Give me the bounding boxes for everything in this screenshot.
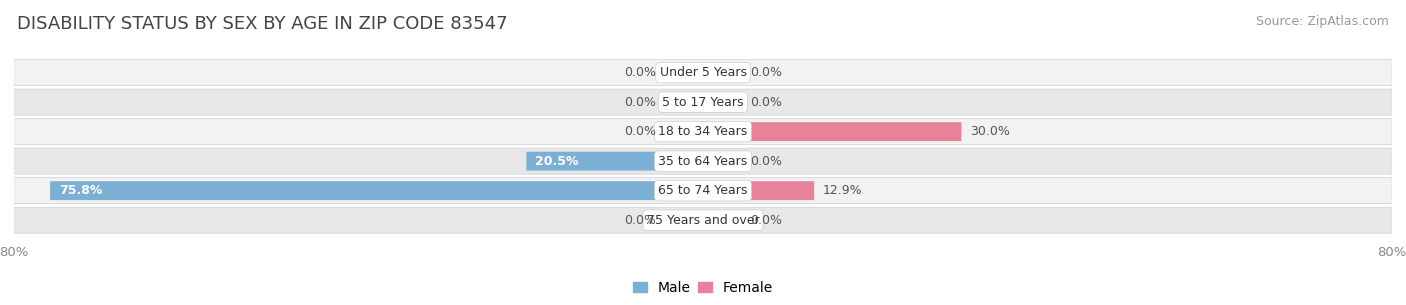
FancyBboxPatch shape: [664, 93, 703, 112]
FancyBboxPatch shape: [664, 211, 703, 230]
Text: 0.0%: 0.0%: [751, 96, 782, 109]
Text: 0.0%: 0.0%: [624, 96, 655, 109]
FancyBboxPatch shape: [703, 152, 742, 170]
FancyBboxPatch shape: [14, 178, 1392, 204]
Text: 65 to 74 Years: 65 to 74 Years: [658, 184, 748, 197]
Text: 0.0%: 0.0%: [751, 66, 782, 79]
Text: 0.0%: 0.0%: [624, 66, 655, 79]
FancyBboxPatch shape: [664, 122, 703, 141]
Text: 30.0%: 30.0%: [970, 125, 1010, 138]
FancyBboxPatch shape: [703, 211, 742, 230]
FancyBboxPatch shape: [14, 207, 1392, 233]
Text: 0.0%: 0.0%: [624, 214, 655, 227]
FancyBboxPatch shape: [703, 63, 742, 82]
Text: 12.9%: 12.9%: [823, 184, 862, 197]
FancyBboxPatch shape: [703, 181, 814, 200]
Text: DISABILITY STATUS BY SEX BY AGE IN ZIP CODE 83547: DISABILITY STATUS BY SEX BY AGE IN ZIP C…: [17, 15, 508, 33]
Text: 35 to 64 Years: 35 to 64 Years: [658, 155, 748, 168]
Text: 5 to 17 Years: 5 to 17 Years: [662, 96, 744, 109]
Text: 20.5%: 20.5%: [536, 155, 579, 168]
Text: 75.8%: 75.8%: [59, 184, 103, 197]
FancyBboxPatch shape: [51, 181, 703, 200]
Text: 75 Years and over: 75 Years and over: [647, 214, 759, 227]
Text: 0.0%: 0.0%: [751, 214, 782, 227]
FancyBboxPatch shape: [14, 148, 1392, 174]
Text: 0.0%: 0.0%: [751, 155, 782, 168]
FancyBboxPatch shape: [14, 119, 1392, 145]
FancyBboxPatch shape: [703, 122, 962, 141]
Text: Under 5 Years: Under 5 Years: [659, 66, 747, 79]
FancyBboxPatch shape: [703, 93, 742, 112]
FancyBboxPatch shape: [14, 59, 1392, 86]
FancyBboxPatch shape: [664, 63, 703, 82]
Legend: Male, Female: Male, Female: [627, 275, 779, 300]
Text: 18 to 34 Years: 18 to 34 Years: [658, 125, 748, 138]
FancyBboxPatch shape: [14, 89, 1392, 115]
FancyBboxPatch shape: [526, 152, 703, 170]
Text: Source: ZipAtlas.com: Source: ZipAtlas.com: [1256, 15, 1389, 28]
Text: 0.0%: 0.0%: [624, 125, 655, 138]
